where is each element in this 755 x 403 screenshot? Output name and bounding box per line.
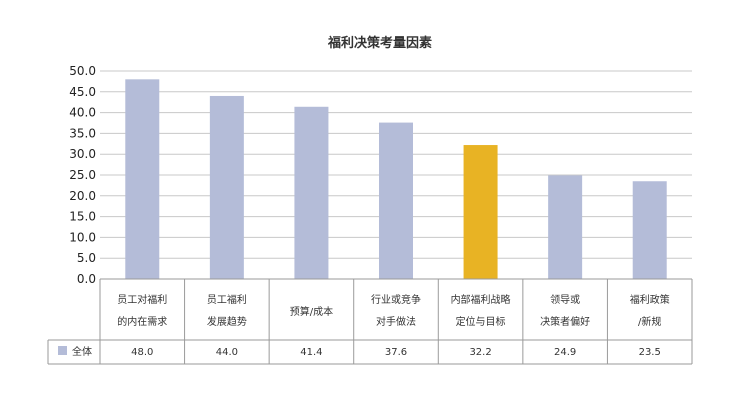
category-label: 发展趋势 [207,315,247,328]
data-value-label: 24.9 [554,347,576,358]
data-value-label: 41.4 [300,347,322,358]
bar [294,106,329,279]
y-tick-label: 10.0 [69,230,96,244]
y-tick-label: 35.0 [69,126,96,140]
y-tick-label: 50.0 [69,64,96,78]
y-tick-label: 25.0 [69,168,96,182]
bar [125,79,160,279]
data-value-label: 32.2 [469,347,491,358]
category-label: 预算/成本 [290,305,333,318]
category-label: 福利政策 [630,293,670,306]
category-label: 对手做法 [376,315,416,328]
legend-label: 全体 [72,345,92,358]
category-label: 内部福利战略 [451,293,511,306]
bar [548,175,583,279]
bar [379,122,413,279]
y-tick-label: 45.0 [69,85,96,99]
bars [125,79,667,280]
category-label: 员工福利 [207,293,247,306]
category-label: 的内在需求 [117,315,167,328]
category-label: 领导或 [550,293,580,306]
bar [209,95,244,280]
y-tick-label: 5.0 [77,251,96,265]
category-label: 行业或竞争 [371,293,421,306]
data-value-label: 37.6 [385,347,407,358]
chart-title: 福利决策考量因素 [327,35,432,51]
y-tick-label: 30.0 [69,147,96,161]
data-value-label: 48.0 [131,347,153,358]
y-tick-label: 40.0 [69,106,96,120]
bar [632,181,667,279]
category-label: 决策者偏好 [540,315,590,328]
y-tick-label: 0.0 [77,272,96,286]
bar [463,145,498,279]
y-axis-ticks: 0.0 5.0 10.0 15.0 20.0 25.0 30.0 35.0 40.0 45.0 50… [69,64,96,286]
legend-swatch [58,346,67,355]
y-tick-label: 20.0 [69,189,96,203]
data-value-label: 44.0 [216,347,238,358]
category-label: 定位与目标 [456,315,506,328]
data-value-label: 23.5 [639,347,661,358]
y-tick-label: 15.0 [69,210,96,224]
category-label: /新规 [638,315,661,328]
category-label: 员工对福利 [117,293,167,306]
